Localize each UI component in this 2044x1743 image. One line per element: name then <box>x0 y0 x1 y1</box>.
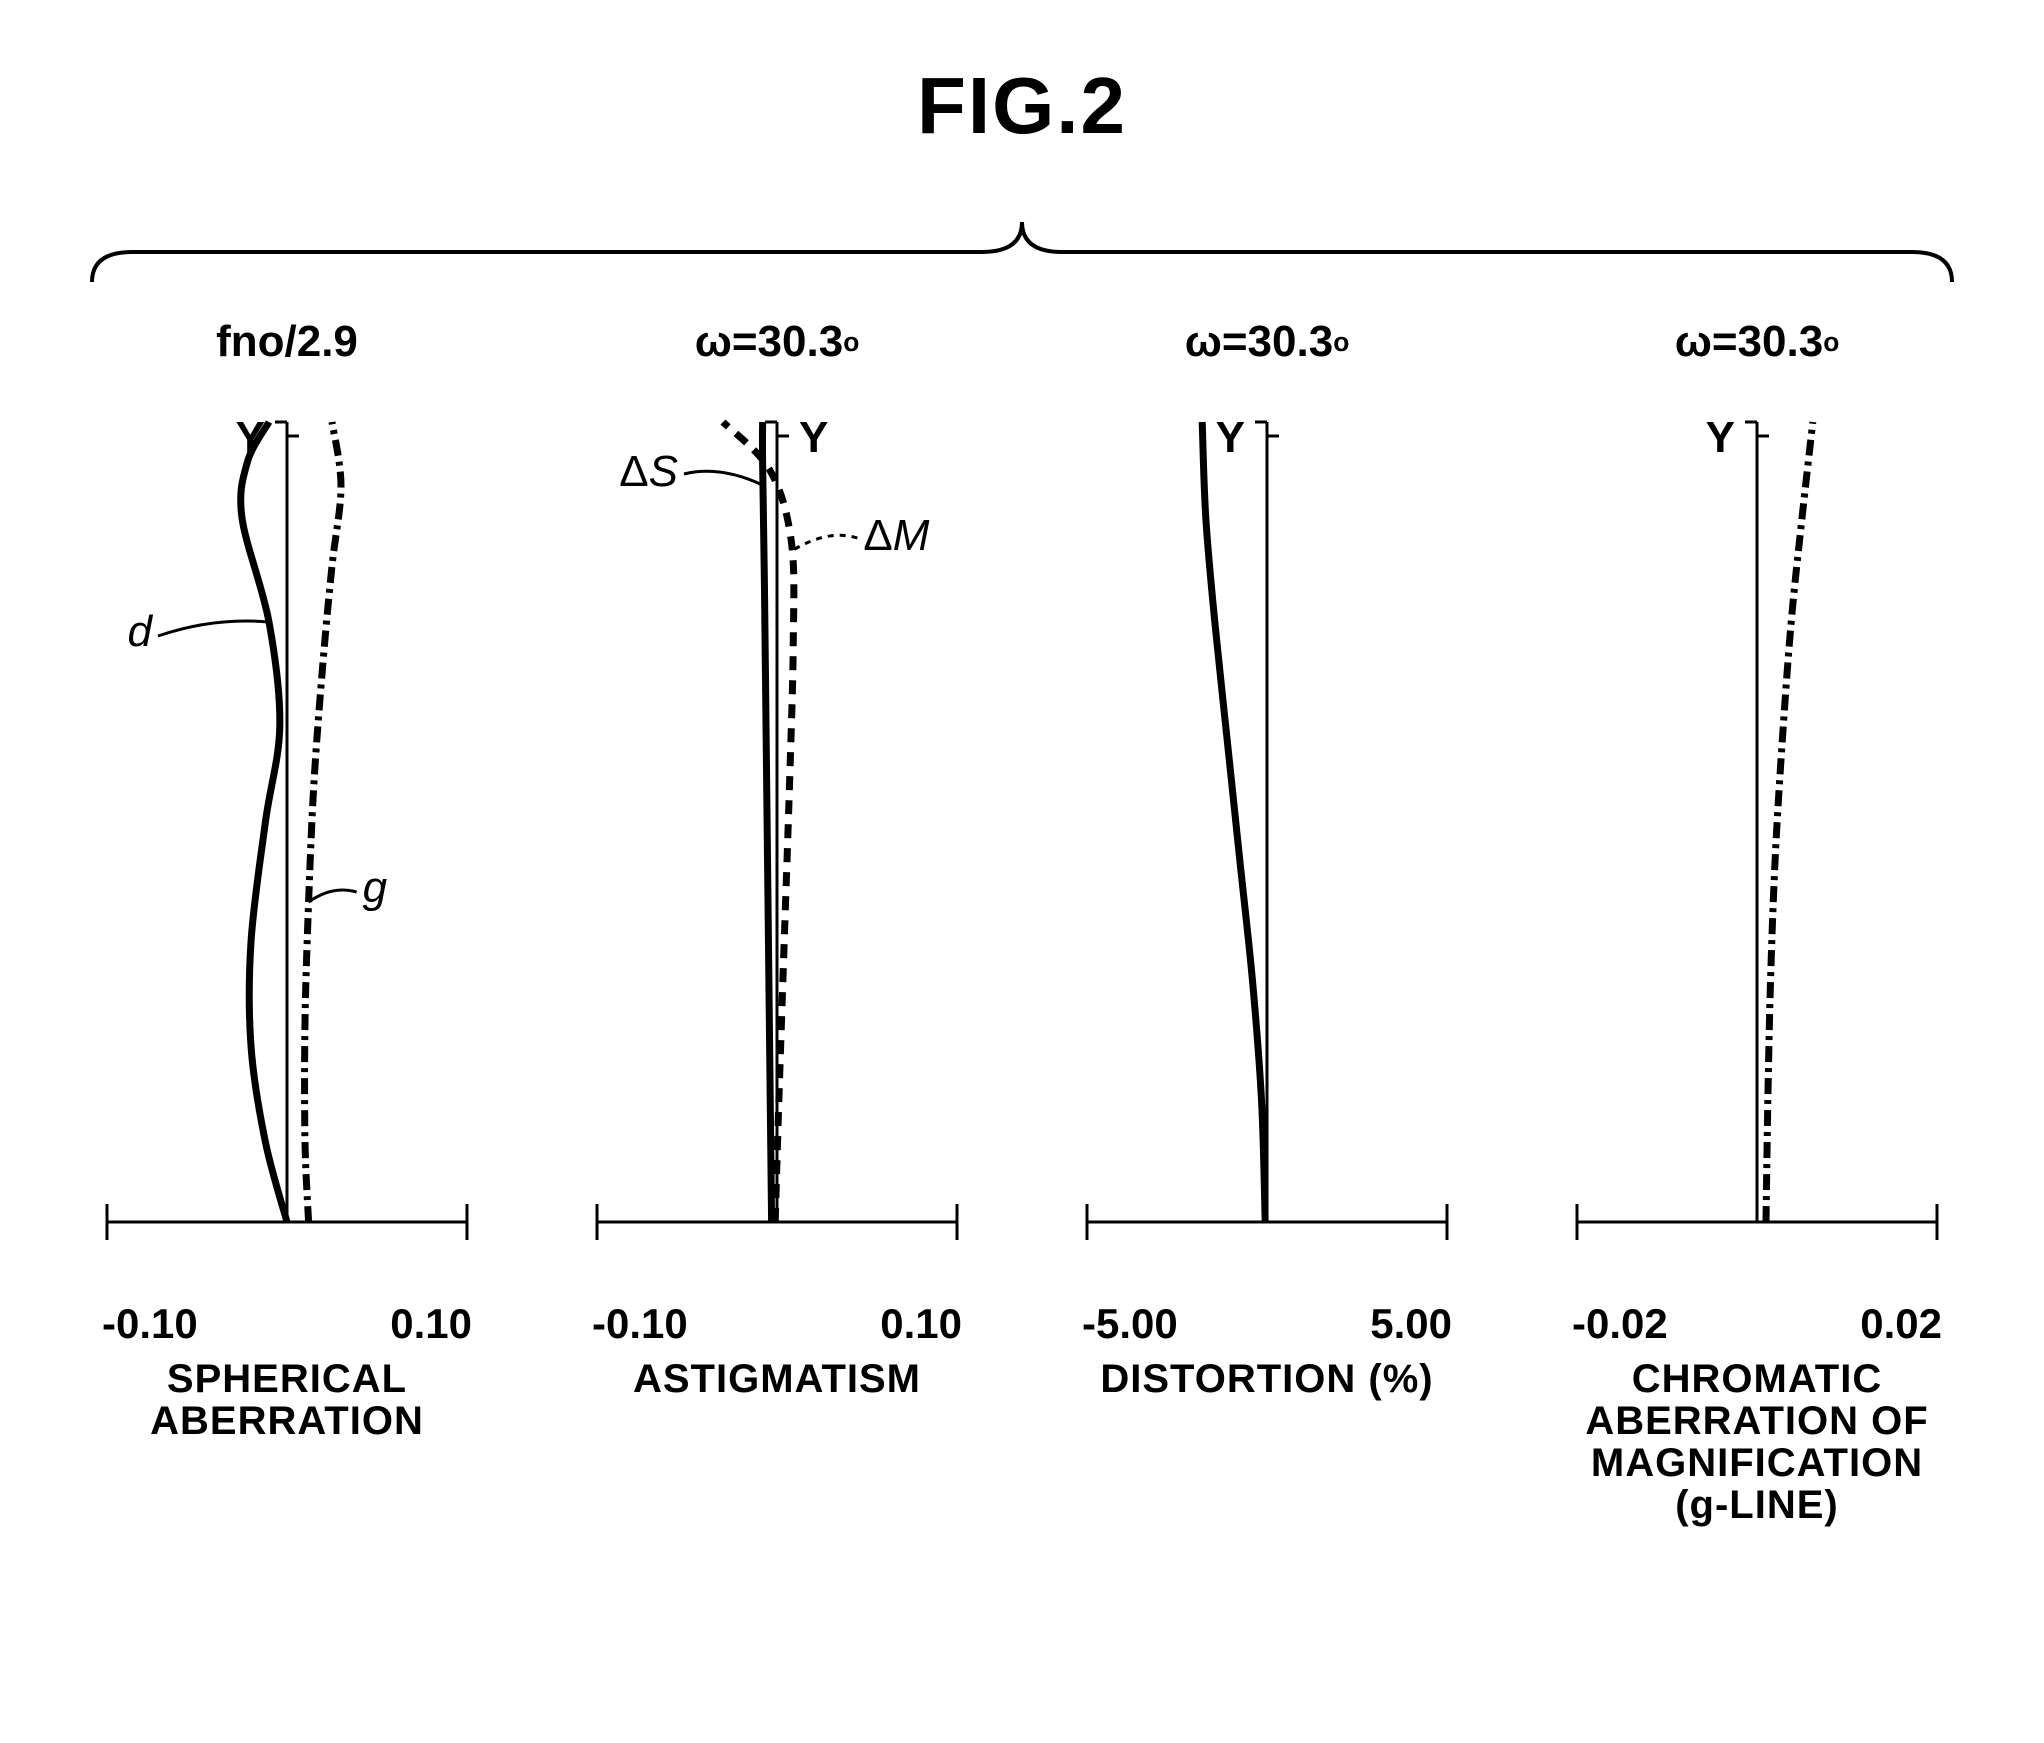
curve-ΔM <box>723 422 794 1222</box>
x-max-label: 0.10 <box>880 1300 962 1348</box>
x-axis-labels: -0.10 0.10 <box>592 1300 962 1348</box>
chart-plot: Y ΔS ΔM <box>557 392 997 1292</box>
chart-panel-chromatic: ω=30.3o Y -0.02 0.02 CHROMATICABERRATION OFM… <box>1517 312 1997 1526</box>
x-min-label: -0.02 <box>1572 1300 1668 1348</box>
x-min-label: -0.10 <box>102 1300 198 1348</box>
y-axis-label: Y <box>799 413 828 462</box>
chart-panel-astigmatism: ω=30.3o Y ΔS ΔM -0.10 0.10 ASTIGMATISM <box>537 312 1017 1526</box>
x-min-label: -0.10 <box>592 1300 688 1348</box>
x-max-label: 0.02 <box>1860 1300 1942 1348</box>
x-min-label: -5.00 <box>1082 1300 1178 1348</box>
brace-bracket <box>72 212 1972 292</box>
figure-title: FIG.2 <box>0 0 2044 152</box>
x-max-label: 0.10 <box>390 1300 472 1348</box>
x-max-label: 5.00 <box>1370 1300 1452 1348</box>
chart-name: DISTORTION (%) <box>1100 1358 1433 1400</box>
chart-plot: Y <box>1537 392 1977 1292</box>
y-axis-label: Y <box>1216 413 1245 462</box>
curve-0 <box>1766 422 1813 1222</box>
chart-param-label: ω=30.3o <box>1185 312 1350 372</box>
x-axis-labels: -0.02 0.02 <box>1572 1300 1942 1348</box>
y-axis-label: Y <box>1706 413 1735 462</box>
curve-0 <box>1202 422 1265 1222</box>
chart-panel-spherical: fno/2.9Ydg-0.100.10SPHERICALABERRATION <box>47 312 527 1526</box>
curve-label-g: g <box>363 863 388 912</box>
chart-panel-distortion: ω=30.3o Y -5.00 5.00 DISTORTION (%) <box>1027 312 1507 1526</box>
chart-param-label: ω=30.3o <box>695 312 860 372</box>
chart-param-label: fno/2.9 <box>216 312 358 372</box>
brace-path <box>92 222 1952 282</box>
charts-row: fno/2.9 Yd g -0.10 0.10 SPHERICALABERRATION ω=… <box>42 312 2002 1526</box>
x-axis-labels: -0.10 0.10 <box>102 1300 472 1348</box>
x-axis-labels: -5.00 5.00 <box>1082 1300 1452 1348</box>
curve-label-d: d <box>128 607 154 656</box>
chart-name: ASTIGMATISM <box>633 1358 921 1400</box>
curve-ΔS <box>762 422 771 1222</box>
chart-plot: Y <box>1047 392 1487 1292</box>
chart-name: SPHERICALABERRATION <box>150 1358 424 1442</box>
chart-name: CHROMATICABERRATION OFMAGNIFICATION(g-LI… <box>1585 1358 1928 1526</box>
curve-label-ΔM: ΔM <box>863 511 929 560</box>
curve-g <box>305 422 341 1222</box>
curve-d <box>241 422 287 1222</box>
chart-param-label: ω=30.3o <box>1675 312 1840 372</box>
chart-plot: Ydg <box>67 392 507 1292</box>
curve-label-ΔS: ΔS <box>619 447 678 496</box>
